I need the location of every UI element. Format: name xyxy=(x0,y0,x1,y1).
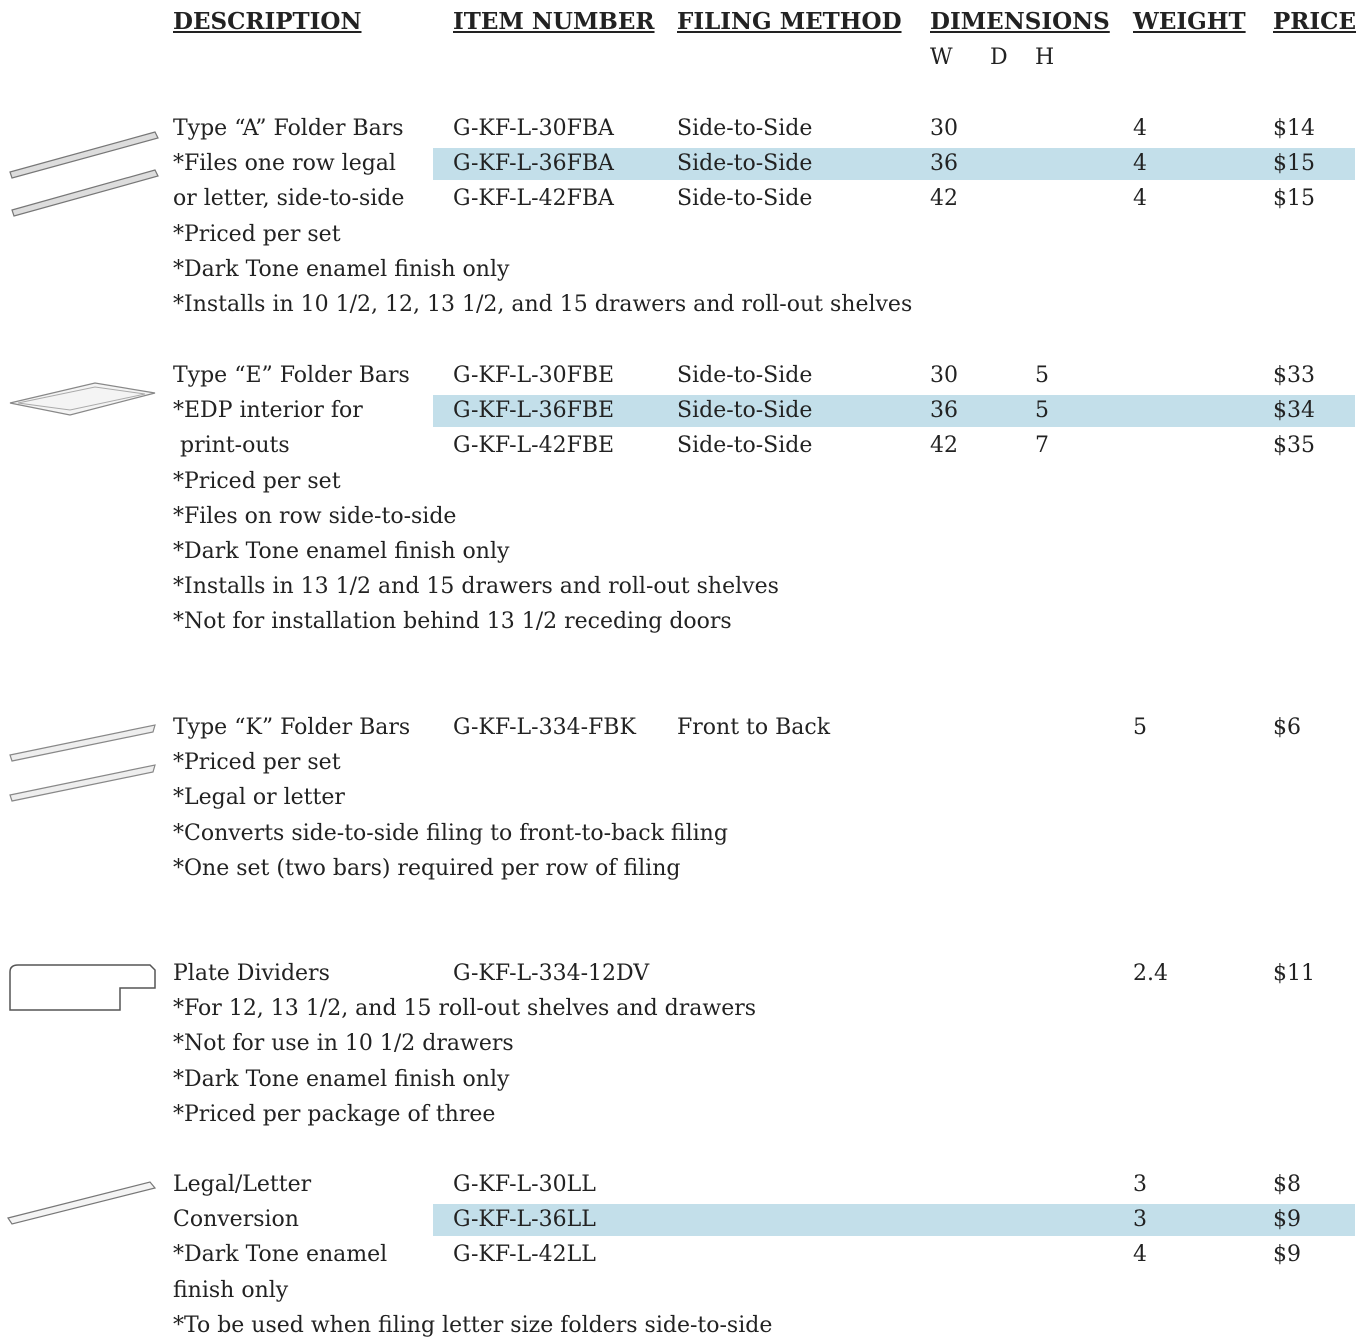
width: 42 xyxy=(930,433,958,459)
price: $15 xyxy=(1273,186,1315,212)
folder-bar-k-icon xyxy=(9,724,156,802)
height: 5 xyxy=(1035,363,1049,388)
price: $11 xyxy=(1273,961,1315,986)
row-highlight xyxy=(433,395,1355,428)
column-header: WEIGHT xyxy=(1133,8,1246,35)
height: 7 xyxy=(1035,433,1049,459)
description-line: *Dark Tone enamel xyxy=(173,1242,388,1268)
conversion-bar-icon xyxy=(7,1181,157,1225)
description-line: *Installs in 10 1/2, 12, 13 1/2, and 15 … xyxy=(173,292,913,317)
description-line: *To be used when filing letter size fold… xyxy=(173,1312,773,1338)
item-number: G-KF-L-30FBA xyxy=(453,116,614,141)
filing-method: Side-to-Side xyxy=(677,363,813,388)
filing-method: Side-to-Side xyxy=(677,151,813,177)
description-line: Type “K” Folder Bars xyxy=(173,715,411,740)
weight: 3 xyxy=(1133,1207,1147,1233)
column-header: DIMENSIONS xyxy=(930,8,1110,35)
description-line: finish only xyxy=(173,1277,289,1303)
description-line: *Priced per set xyxy=(173,750,341,776)
filing-method: Side-to-Side xyxy=(677,116,813,141)
dimension-label: D xyxy=(990,45,1008,70)
description-line: *Legal or letter xyxy=(173,785,345,811)
width: 36 xyxy=(930,151,958,177)
price: $8 xyxy=(1273,1172,1301,1197)
description-line: *EDP interior for xyxy=(173,398,363,424)
plate-divider-icon xyxy=(9,964,156,1011)
folder-bar-e-icon xyxy=(9,382,156,416)
description-line: *Not for use in 10 1/2 drawers xyxy=(173,1031,514,1057)
width: 30 xyxy=(930,116,958,141)
column-header: PRICE xyxy=(1273,8,1357,35)
item-number: G-KF-L-334-FBK xyxy=(453,715,636,740)
column-header: FILING METHOD xyxy=(677,8,902,35)
description-line: Type “E” Folder Bars xyxy=(173,363,410,388)
price: $15 xyxy=(1273,151,1315,177)
weight: 4 xyxy=(1133,186,1147,212)
filing-method: Side-to-Side xyxy=(677,398,813,424)
description-line: *Not for installation behind 13 1/2 rece… xyxy=(173,609,732,635)
description-line: *Dark Tone enamel finish only xyxy=(173,1066,510,1092)
description-line: print-outs xyxy=(173,433,290,459)
description-line: *Priced per set xyxy=(173,221,341,247)
weight: 4 xyxy=(1133,116,1147,141)
description-line: *Files one row legal xyxy=(173,151,396,177)
price: $14 xyxy=(1273,116,1315,141)
weight: 5 xyxy=(1133,715,1147,740)
description-line: *Dark Tone enamel finish only xyxy=(173,539,510,564)
weight: 4 xyxy=(1133,1242,1147,1268)
filing-method: Front to Back xyxy=(677,715,831,740)
price: $6 xyxy=(1273,715,1301,740)
description-line: *Installs in 13 1/2 and 15 drawers and r… xyxy=(173,574,779,600)
description-line: *Files on row side-to-side xyxy=(173,503,457,529)
row-highlight xyxy=(433,1204,1355,1237)
description-line: Conversion xyxy=(173,1207,299,1233)
description-line: *Priced per package of three xyxy=(173,1101,496,1127)
item-number: G-KF-L-30FBE xyxy=(453,363,615,388)
price: $9 xyxy=(1273,1207,1301,1233)
item-number: G-KF-L-36FBA xyxy=(453,151,614,177)
filing-method: Side-to-Side xyxy=(677,186,813,212)
price: $9 xyxy=(1273,1242,1301,1268)
price: $34 xyxy=(1273,398,1315,424)
weight: 3 xyxy=(1133,1172,1147,1197)
price: $35 xyxy=(1273,433,1315,459)
price: $33 xyxy=(1273,363,1315,388)
description-line: Legal/Letter xyxy=(173,1172,312,1197)
weight: 4 xyxy=(1133,151,1147,177)
description-line: *One set (two bars) required per row of … xyxy=(173,855,681,881)
item-number: G-KF-L-30LL xyxy=(453,1172,596,1197)
item-number: G-KF-L-42FBA xyxy=(453,186,614,212)
width: 42 xyxy=(930,186,958,212)
item-number: G-KF-L-334-12DV xyxy=(453,961,650,986)
item-number: G-KF-L-42LL xyxy=(453,1242,596,1268)
folder-bar-a-icon xyxy=(9,131,159,217)
description-line: Plate Dividers xyxy=(173,961,330,986)
filing-method: Side-to-Side xyxy=(677,433,813,459)
item-number: G-KF-L-36FBE xyxy=(453,398,615,424)
dimension-label: H xyxy=(1035,45,1055,70)
description-line: *Priced per set xyxy=(173,468,341,494)
description-line: *Converts side-to-side filing to front-t… xyxy=(173,820,728,846)
item-number: G-KF-L-42FBE xyxy=(453,433,615,459)
column-header: ITEM NUMBER xyxy=(453,8,655,35)
width: 30 xyxy=(930,363,958,388)
column-header: DESCRIPTION xyxy=(173,8,362,35)
row-highlight xyxy=(433,148,1355,181)
description-line: *Dark Tone enamel finish only xyxy=(173,256,510,282)
description-line: *For 12, 13 1/2, and 15 roll-out shelves… xyxy=(173,996,757,1022)
weight: 2.4 xyxy=(1133,961,1168,986)
height: 5 xyxy=(1035,398,1049,424)
description-line: or letter, side-to-side xyxy=(173,186,405,212)
width: 36 xyxy=(930,398,958,424)
description-line: Type “A” Folder Bars xyxy=(173,116,404,141)
dimension-label: W xyxy=(930,45,953,70)
item-number: G-KF-L-36LL xyxy=(453,1207,596,1233)
